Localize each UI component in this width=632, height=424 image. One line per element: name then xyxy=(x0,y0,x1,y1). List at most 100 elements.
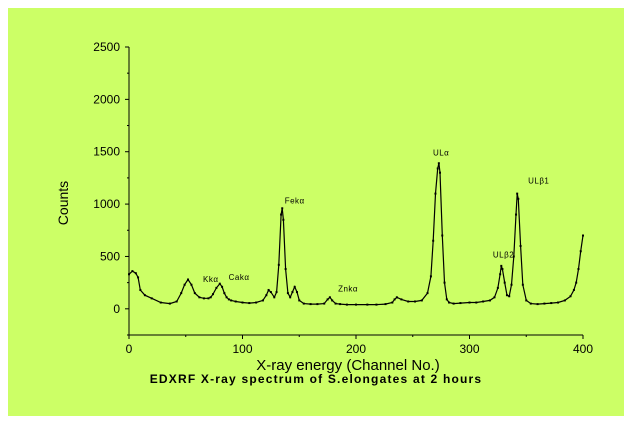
x-axis-title: X-ray energy (Channel No.) xyxy=(256,357,439,374)
spectrum-point xyxy=(223,292,226,295)
y-tick-label: 500 xyxy=(100,249,120,263)
y-axis-title: Counts xyxy=(55,181,71,225)
spectrum-point xyxy=(515,213,518,216)
spectrum-point xyxy=(443,281,446,284)
y-tick-label: 2500 xyxy=(93,40,120,54)
spectrum-point xyxy=(499,273,502,276)
spectrum-point xyxy=(331,299,334,302)
x-tick-label: 300 xyxy=(459,342,479,356)
peak-label: Cakα xyxy=(229,273,250,282)
spectrum-point xyxy=(275,291,278,294)
spectrum-point xyxy=(563,299,566,302)
spectrum-point xyxy=(234,300,237,303)
spectrum-point xyxy=(143,294,146,297)
spectrum-point xyxy=(445,298,448,301)
spectrum-point xyxy=(298,299,301,302)
spectrum-point xyxy=(436,167,439,170)
spectrum-point xyxy=(575,281,578,284)
spectrum-point xyxy=(517,197,520,200)
spectrum-point xyxy=(468,301,471,304)
spectrum-point xyxy=(395,296,398,299)
spectrum-point xyxy=(187,278,190,281)
spectrum-point xyxy=(273,296,276,299)
spectrum-point xyxy=(293,285,296,288)
spectrum-point xyxy=(267,288,270,291)
y-tick-label: 2000 xyxy=(93,92,120,106)
spectrum-point xyxy=(150,297,153,300)
spectrum-point xyxy=(202,297,205,300)
spectrum-point xyxy=(384,303,387,306)
spectrum-point xyxy=(536,303,539,306)
spectrum-point xyxy=(175,300,178,303)
spectrum-point xyxy=(475,301,478,304)
spectrum-point xyxy=(190,283,193,286)
spectrum-point xyxy=(391,301,394,304)
spectrum-point xyxy=(261,299,264,302)
spectrum-point xyxy=(579,250,582,253)
spectrum-point xyxy=(241,301,244,304)
spectrum-point xyxy=(459,302,462,305)
spectrum-point xyxy=(295,291,298,294)
spectrum-point xyxy=(400,298,403,301)
spectrum-point xyxy=(434,192,437,195)
spectrum-point xyxy=(198,296,201,299)
spectrum-point xyxy=(255,301,258,304)
peak-label: Znkα xyxy=(338,285,358,294)
spectrum-point xyxy=(209,296,212,299)
spectrum-point xyxy=(529,302,532,305)
spectrum-point xyxy=(168,302,171,305)
spectrum-point xyxy=(543,302,546,305)
spectrum-point xyxy=(137,276,140,279)
spectrum-point xyxy=(323,302,326,305)
spectrum-point xyxy=(289,296,292,299)
spectrum-point xyxy=(355,303,357,306)
spectrum-point xyxy=(180,292,183,295)
spectrum-point xyxy=(407,300,410,303)
x-tick-label: 100 xyxy=(232,342,252,356)
spectrum-point xyxy=(345,303,348,306)
spectrum-point xyxy=(316,303,319,306)
spectrum-point xyxy=(519,244,522,247)
peak-label: Kkα xyxy=(203,275,218,284)
spectrum-point xyxy=(218,282,221,285)
y-tick-label: 1500 xyxy=(93,145,120,159)
spectrum-point xyxy=(503,281,506,284)
spectrum-point xyxy=(482,300,485,303)
x-axis: 0 100 200 300 400 xyxy=(126,334,593,356)
spectrum-point xyxy=(488,299,491,302)
spectrum-point xyxy=(183,283,186,286)
spectrum-point xyxy=(512,255,515,258)
spectrum-point xyxy=(420,299,423,302)
spectrum-point xyxy=(291,291,294,294)
spectrum-point xyxy=(339,303,342,306)
y-tick-label: 0 xyxy=(113,302,120,316)
spectrum-point xyxy=(134,272,137,275)
spectrum-point xyxy=(284,268,287,271)
spectrum-point xyxy=(448,301,451,304)
spectrum-point xyxy=(577,268,580,271)
x-tick-label: 0 xyxy=(126,342,133,356)
peak-label: ULα xyxy=(433,148,449,157)
spectrum-point xyxy=(366,303,369,306)
spectrum-point xyxy=(265,294,268,297)
spectrum-point xyxy=(501,268,504,271)
spectrum-point xyxy=(227,298,230,301)
spectrum-point xyxy=(215,286,218,289)
spectrum-point xyxy=(281,207,284,210)
spectrum-point xyxy=(280,213,283,216)
spectrum-point xyxy=(414,300,417,303)
spectrum-point xyxy=(269,291,272,294)
spectrum-point xyxy=(193,292,196,295)
spectrum-point xyxy=(525,299,528,302)
peak-label: Fekα xyxy=(285,197,305,206)
spectrum-point xyxy=(225,296,228,299)
spectrum-point xyxy=(328,296,331,299)
spectrum-point xyxy=(569,295,572,298)
spectrum-point xyxy=(375,303,378,306)
spectrum-point xyxy=(441,234,444,237)
spectrum-point xyxy=(550,302,553,305)
spectrum-point xyxy=(508,295,511,298)
spectrum-point xyxy=(286,292,289,295)
peak-label: ULβ1 xyxy=(528,177,549,186)
